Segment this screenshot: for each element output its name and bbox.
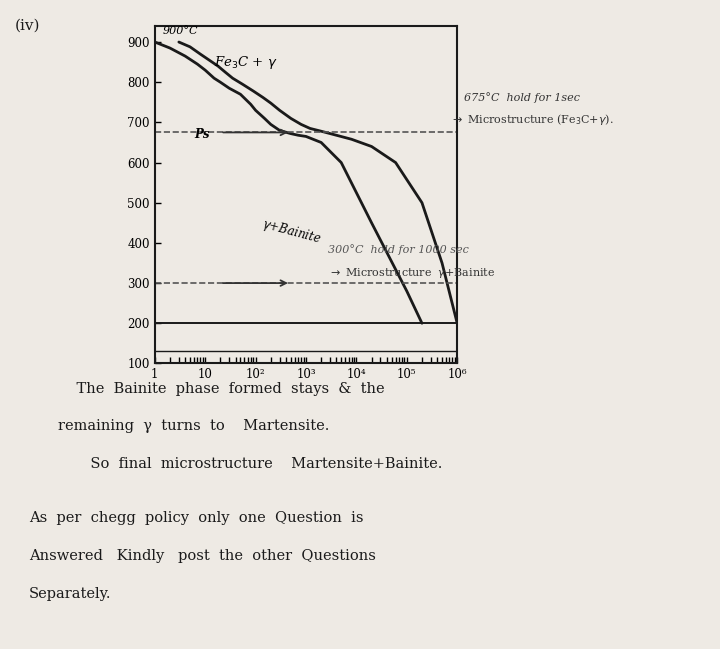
Text: Fe$_3$C + $\gamma$: Fe$_3$C + $\gamma$ xyxy=(214,54,278,71)
Text: 900°C: 900°C xyxy=(162,26,198,36)
Text: (iv): (iv) xyxy=(14,18,40,32)
Text: $\rightarrow$ Microstructure (Fe$_3$C+$\gamma$).: $\rightarrow$ Microstructure (Fe$_3$C+$\… xyxy=(450,112,613,127)
Text: As  per  chegg  policy  only  one  Question  is: As per chegg policy only one Question is xyxy=(29,511,364,526)
Text: Separately.: Separately. xyxy=(29,587,112,601)
Text: Answered   Kindly   post  the  other  Questions: Answered Kindly post the other Questions xyxy=(29,549,376,563)
Text: So  final  microstructure    Martensite+Bainite.: So final microstructure Martensite+Baini… xyxy=(58,457,442,471)
Text: $\gamma$+Bainite: $\gamma$+Bainite xyxy=(260,215,323,248)
Text: The  Bainite  phase  formed  stays  &  the: The Bainite phase formed stays & the xyxy=(58,382,384,396)
Text: 300°C  hold for 1000 sec: 300°C hold for 1000 sec xyxy=(328,244,469,255)
Text: 675°C  hold for 1sec: 675°C hold for 1sec xyxy=(464,92,580,103)
Text: Ps: Ps xyxy=(194,129,210,141)
Text: remaining  γ  turns  to    Martensite.: remaining γ turns to Martensite. xyxy=(58,419,329,434)
Text: $\rightarrow$ Microstructure  $\gamma$+Bainite: $\rightarrow$ Microstructure $\gamma$+Ba… xyxy=(328,266,495,280)
